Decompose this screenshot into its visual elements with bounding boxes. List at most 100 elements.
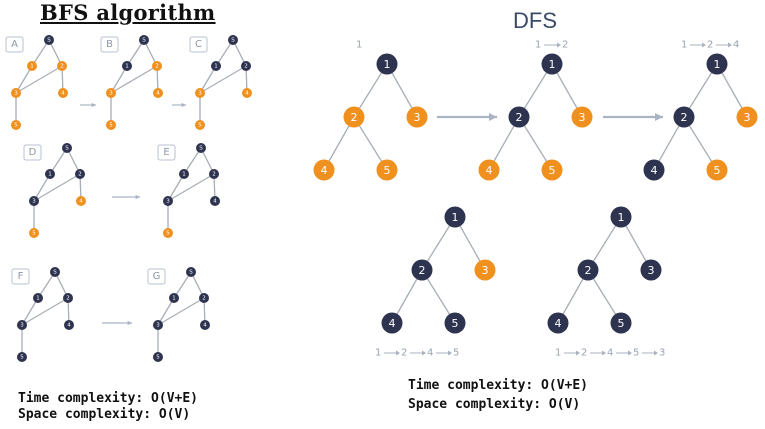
node-label: 5	[618, 317, 625, 330]
graph-node: 3	[195, 88, 205, 98]
graph-node: 5	[11, 120, 21, 130]
dfs-traversal-order: 1 2 4 5 3	[555, 348, 665, 359]
node-label: 4	[389, 317, 396, 330]
graph-node: 5	[610, 312, 632, 334]
bfs-step-label: G	[153, 271, 161, 282]
graph-node: 2	[199, 293, 209, 303]
graph-node: S	[44, 35, 54, 45]
graph-node: 5	[541, 159, 563, 181]
graph-node: 3	[17, 320, 27, 330]
node-circle	[313, 159, 335, 181]
bfs-panel: F S 1 2 3 4 5	[11, 267, 74, 362]
node-label: 4	[156, 91, 160, 97]
node-circle	[242, 88, 252, 98]
node-label: 2	[516, 111, 523, 124]
node-label: 3	[579, 111, 586, 124]
order-arrowhead	[422, 350, 426, 356]
graph-node: 1	[122, 61, 132, 71]
node-label: 5	[384, 164, 391, 177]
node-label: 1	[452, 211, 459, 224]
step-arrow	[437, 112, 497, 122]
node-circle	[411, 259, 433, 281]
node-label: 2	[155, 64, 159, 70]
graph-node: 1	[169, 293, 179, 303]
node-circle	[122, 61, 132, 71]
node-label: 2	[419, 264, 426, 277]
graph-node: 2	[508, 106, 530, 128]
node-circle	[195, 120, 205, 130]
graph-edge	[173, 271, 192, 299]
node-circle	[179, 169, 189, 179]
node-label: 1	[549, 58, 556, 71]
bfs-step-label: C	[195, 39, 202, 50]
arrow-head	[654, 112, 663, 122]
node-circle	[343, 106, 365, 128]
graph-node: 4	[242, 88, 252, 98]
graph-edge	[110, 65, 158, 94]
graph-node: 4	[200, 320, 210, 330]
node-circle	[508, 106, 530, 128]
step-arrow	[172, 102, 186, 108]
node-circle	[211, 61, 221, 71]
graph-edge	[15, 65, 33, 94]
bfs-panel: A S 1 2 3 4 5	[5, 35, 68, 130]
graph-node: 1	[45, 169, 55, 179]
graph-node: S	[228, 35, 238, 45]
node-circle	[62, 143, 72, 153]
node-label: 5	[714, 164, 721, 177]
graph-node: S	[196, 143, 206, 153]
graph-node: 2	[241, 61, 251, 71]
bfs-title: BFS algorithm	[40, 0, 216, 25]
node-circle	[478, 159, 500, 181]
node-circle	[541, 53, 563, 75]
graph-node: 1	[27, 61, 37, 71]
graph-edge	[33, 173, 51, 202]
graph-node: 5	[29, 228, 39, 238]
node-label: 4	[321, 164, 328, 177]
node-label: 4	[67, 323, 71, 329]
dfs-title: DFS	[513, 8, 557, 33]
graph-node: 3	[29, 196, 39, 206]
node-label: 4	[79, 199, 83, 205]
graph-node: 3	[153, 320, 163, 330]
graph-node: 3	[163, 196, 173, 206]
dfs-step: 1 2 3 4 5	[643, 53, 758, 181]
node-circle	[209, 169, 219, 179]
node-label: 2	[202, 296, 206, 302]
node-circle	[571, 106, 593, 128]
order-item: 2	[401, 348, 407, 359]
order-item: 1	[681, 40, 687, 51]
graph-node: 4	[210, 196, 220, 206]
node-label: 2	[351, 111, 358, 124]
order-item: 4	[607, 348, 613, 359]
graph-node: 3	[11, 88, 21, 98]
node-label: S	[142, 38, 146, 44]
graph-edge	[15, 65, 63, 94]
node-label: 2	[60, 64, 64, 70]
order-item: 1	[535, 40, 541, 51]
graph-node: 5	[444, 312, 466, 334]
node-label: 4	[651, 164, 658, 177]
graph-edge	[31, 39, 50, 67]
graph-node: 5	[163, 228, 173, 238]
node-circle	[444, 206, 466, 228]
graph-node: 2	[209, 169, 219, 179]
node-circle	[153, 352, 163, 362]
graph-node: 3	[474, 259, 496, 281]
arrow-head	[135, 194, 140, 200]
node-label: S	[231, 38, 235, 44]
node-circle	[241, 61, 251, 71]
node-label: 1	[30, 64, 34, 70]
graph-node: 5	[17, 352, 27, 362]
node-label: 4	[245, 91, 249, 97]
bfs-panel: E S 1 2 3 4 5	[157, 143, 220, 238]
graph-node: 5	[106, 120, 116, 130]
graph-node: 3	[406, 106, 428, 128]
arrow-head	[181, 102, 186, 108]
node-label: 3	[166, 199, 170, 205]
order-item: 2	[562, 40, 568, 51]
bfs-step-label-box	[189, 36, 208, 53]
graph-edge	[110, 65, 128, 94]
graph-node: 3	[736, 106, 758, 128]
